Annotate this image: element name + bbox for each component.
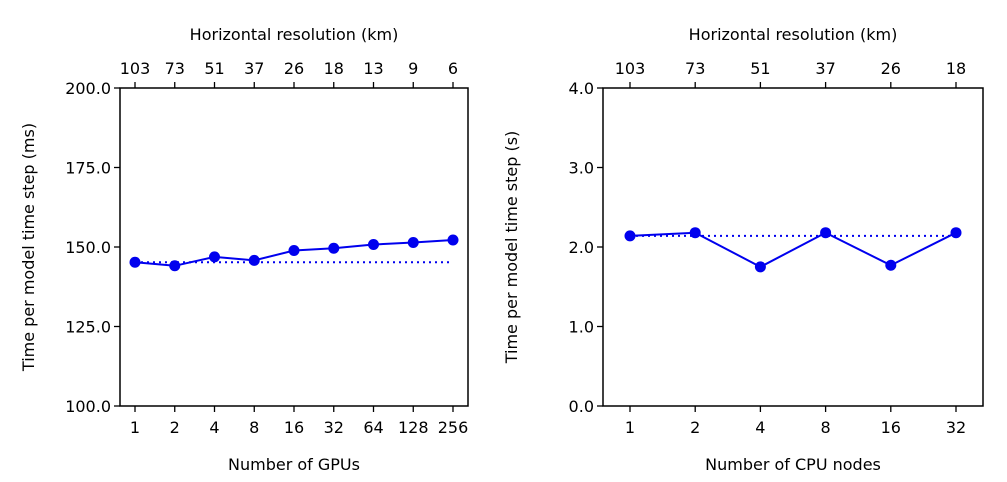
top-tick-label: 37 xyxy=(244,59,264,78)
x-tick-label: 16 xyxy=(284,418,304,437)
y-tick-label: 4.0 xyxy=(569,79,594,98)
y-tick-label: 0.0 xyxy=(569,397,594,416)
x-tick-label: 64 xyxy=(363,418,383,437)
x-tick-label: 16 xyxy=(881,418,901,437)
data-point xyxy=(885,259,897,271)
data-point xyxy=(328,242,340,254)
top-tick-label: 6 xyxy=(448,59,458,78)
x-tick-label: 256 xyxy=(438,418,469,437)
top-tick-label: 103 xyxy=(615,59,646,78)
x-tick-label: 4 xyxy=(209,418,219,437)
x-tick-label: 2 xyxy=(690,418,700,437)
data-point xyxy=(447,234,459,246)
top-tick-label: 18 xyxy=(324,59,344,78)
x-tick-label: 1 xyxy=(625,418,635,437)
x-tick-label: 8 xyxy=(821,418,831,437)
y-tick-label: 3.0 xyxy=(569,159,594,178)
top-axis-label: Horizontal resolution (km) xyxy=(689,25,898,44)
top-tick-label: 51 xyxy=(204,59,224,78)
top-tick-label: 103 xyxy=(120,59,151,78)
y-tick-label: 175.0 xyxy=(65,159,111,178)
top-tick-label: 51 xyxy=(750,59,770,78)
y-tick-label: 1.0 xyxy=(569,318,594,337)
y-axis-label: Time per model time step (s) xyxy=(502,131,521,365)
top-tick-label: 9 xyxy=(408,59,418,78)
x-tick-label: 8 xyxy=(249,418,259,437)
y-tick-label: 100.0 xyxy=(65,397,111,416)
y-tick-label: 2.0 xyxy=(569,238,594,257)
top-tick-label: 13 xyxy=(363,59,383,78)
gpu-scaling-chart: 100.0 125.0 150.0 175.0 200.0 1 2 4 8 16 32 64 128 25… xyxy=(19,25,469,474)
y-tick-label: 200.0 xyxy=(65,79,111,98)
data-point xyxy=(950,227,962,239)
top-tick-label: 37 xyxy=(815,59,835,78)
x-tick-label: 32 xyxy=(324,418,344,437)
x-tick-label: 32 xyxy=(946,418,966,437)
x-tick-label: 2 xyxy=(170,418,180,437)
x-axis-label: Number of CPU nodes xyxy=(705,455,881,474)
data-point xyxy=(407,237,419,249)
top-tick-label: 73 xyxy=(685,59,705,78)
y-tick-label: 150.0 xyxy=(65,238,111,257)
x-tick-label: 128 xyxy=(398,418,429,437)
top-tick-label: 26 xyxy=(284,59,304,78)
y-tick-label: 125.0 xyxy=(65,318,111,337)
data-point xyxy=(248,254,260,266)
x-axis-label: Number of GPUs xyxy=(228,455,360,474)
x-tick-label: 1 xyxy=(130,418,140,437)
top-axis-label: Horizontal resolution (km) xyxy=(190,25,399,44)
top-tick-label: 18 xyxy=(946,59,966,78)
top-tick-label: 73 xyxy=(165,59,185,78)
data-point xyxy=(368,238,379,250)
cpu-scaling-chart: 0.0 1.0 2.0 3.0 4.0 1 2 4 8 16 32 103 73 51 37 26 18 Hori… xyxy=(502,25,984,474)
data-point xyxy=(754,261,766,273)
data-point xyxy=(209,251,220,263)
data-point xyxy=(288,244,300,256)
top-tick-label: 26 xyxy=(881,59,901,78)
series-line xyxy=(629,231,957,269)
y-axis-label: Time per model time step (ms) xyxy=(19,123,38,372)
x-tick-label: 4 xyxy=(755,418,765,437)
